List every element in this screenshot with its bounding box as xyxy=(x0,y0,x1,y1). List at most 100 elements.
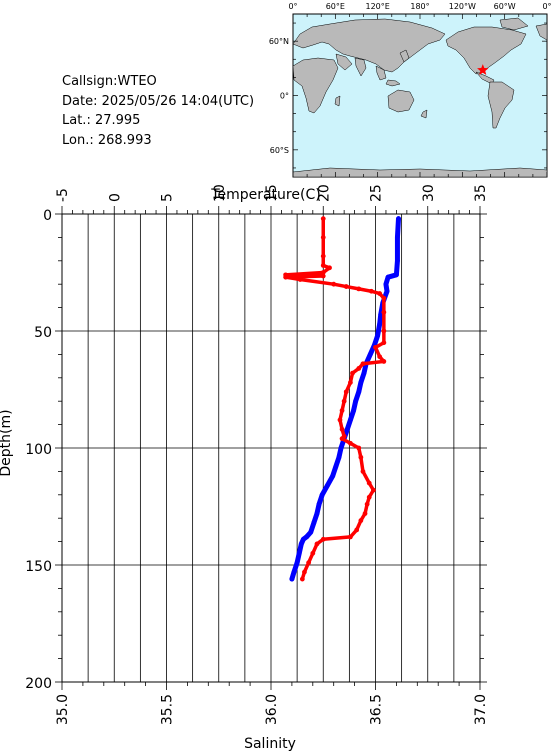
temperature-point xyxy=(296,550,302,556)
salinity-point xyxy=(366,480,372,486)
salinity-point xyxy=(320,253,326,259)
temperature-point xyxy=(344,426,350,432)
temperature-point xyxy=(291,569,297,575)
salinity-point xyxy=(320,270,326,275)
lon-text: Lon.: 268.993 xyxy=(62,132,152,148)
salinity-point xyxy=(381,359,387,364)
salinity-point xyxy=(339,436,345,442)
depth-tick-label: 50 xyxy=(34,325,52,341)
salinity-point xyxy=(348,380,353,385)
map-lon-label: 180° xyxy=(410,2,429,11)
temperature-point xyxy=(333,464,339,470)
salinity-point xyxy=(364,501,370,507)
salinity-point xyxy=(381,340,387,346)
temperature-point xyxy=(338,445,344,451)
salinity-point xyxy=(356,445,362,451)
salinity-tick-label: 36.5 xyxy=(369,694,385,725)
station-marker xyxy=(477,64,489,75)
temperature-axis: -5 0 5 10 15 20 25 30 35 xyxy=(55,184,489,214)
temperature-point xyxy=(351,408,356,413)
salinity-point xyxy=(314,541,320,547)
temperature-point xyxy=(298,541,304,547)
salinity-point xyxy=(343,389,349,395)
map-lon-label: 120°E xyxy=(366,2,390,11)
callsign-text: Callsign:WTEO xyxy=(62,74,157,89)
map-lon-label: 120°W xyxy=(449,2,476,11)
salinity-tick-label: 36.0 xyxy=(264,694,280,725)
temperature-point xyxy=(395,235,400,240)
salinity-point xyxy=(377,354,383,360)
salinity-tick-label: 35.5 xyxy=(160,694,176,725)
temperature-axis-label: Temperature(C) xyxy=(210,187,320,203)
salinity-point xyxy=(356,286,362,292)
salinity-point xyxy=(341,398,347,404)
profile-plot: -5 0 5 10 15 20 25 30 35 35.0 35.5 36.0 36.5 37.0 05… xyxy=(0,184,489,751)
map-lon-label: 0° xyxy=(288,2,297,11)
temperature-tick-label: 0 xyxy=(107,193,123,202)
map-lat-label: 60°N xyxy=(269,37,289,46)
salinity-axis-label: Salinity xyxy=(244,736,296,751)
lat-text: Lat.: 27.995 xyxy=(62,113,141,128)
temperature-point xyxy=(356,389,362,395)
temperature-point xyxy=(396,216,401,222)
salinity-tick-label: 37.0 xyxy=(473,694,489,725)
depth-tick-label: 0 xyxy=(43,208,52,224)
salinity-point xyxy=(310,272,316,278)
map-lon-label: 60°W xyxy=(494,2,516,11)
salinity-point xyxy=(348,534,353,540)
depth-tick-label: 100 xyxy=(25,442,52,458)
temperature-tick-label: 20 xyxy=(316,184,332,202)
temperature-point xyxy=(361,370,367,376)
map-lon-label: 60°E xyxy=(326,2,345,11)
salinity-axis: 35.0 35.5 36.0 36.5 37.0 xyxy=(55,682,489,725)
temperature-point xyxy=(348,417,353,423)
temperature-tick-label: 35 xyxy=(473,184,489,202)
temperature-point xyxy=(375,333,380,339)
temperature-tick-label: -5 xyxy=(55,188,71,202)
salinity-point xyxy=(320,263,326,268)
temperature-tick-label: 30 xyxy=(421,184,437,202)
map-lat-label: 0° xyxy=(280,92,289,101)
salinity-point xyxy=(337,417,343,423)
salinity-point xyxy=(377,291,383,296)
salinity-point xyxy=(358,454,364,460)
salinity-point xyxy=(306,560,312,566)
salinity-point xyxy=(366,494,372,500)
temperature-tick-label: 10 xyxy=(212,184,228,202)
map-left-labels: 60°N 0° 60°S xyxy=(269,37,289,155)
salinity-tick-label: 35.0 xyxy=(55,694,71,725)
temperature-point xyxy=(336,454,342,460)
temperature-tick-label: 15 xyxy=(264,184,280,202)
salinity-point xyxy=(356,366,362,371)
temperature-point xyxy=(289,576,295,582)
salinity-profile-line xyxy=(283,216,386,581)
salinity-point xyxy=(358,518,364,523)
salinity-point xyxy=(348,440,353,446)
depth-tick-label: 150 xyxy=(25,559,52,575)
map-lon-label: 0° xyxy=(542,2,551,11)
salinity-point xyxy=(381,309,387,315)
map-land xyxy=(292,17,548,178)
temperature-point xyxy=(395,258,400,264)
station-info: Callsign:WTEO Date: 2025/05/26 14:04(UTC… xyxy=(62,72,254,150)
world-map: 0° 60°E 120°E 180° 120°W 60°W 0° 60°N 0° 60°S xyxy=(269,2,552,178)
temperature-point xyxy=(316,501,322,507)
temperature-point xyxy=(353,398,359,404)
temperature-point xyxy=(319,492,325,498)
salinity-point xyxy=(297,277,303,282)
salinity-point xyxy=(320,273,326,279)
salinity-point xyxy=(350,370,355,376)
salinity-point xyxy=(381,295,387,301)
temperature-tick-label: 5 xyxy=(160,193,176,202)
temperature-point xyxy=(394,272,399,278)
temperature-point xyxy=(384,288,390,294)
temperature-point xyxy=(330,473,336,479)
temperature-point xyxy=(358,380,364,385)
salinity-point xyxy=(310,550,316,556)
salinity-point xyxy=(320,235,326,240)
salinity-point xyxy=(373,344,378,350)
temperature-point xyxy=(385,274,391,280)
temperature-point xyxy=(314,511,320,516)
depth-axis: 0 50 100 150 200 xyxy=(25,208,487,692)
